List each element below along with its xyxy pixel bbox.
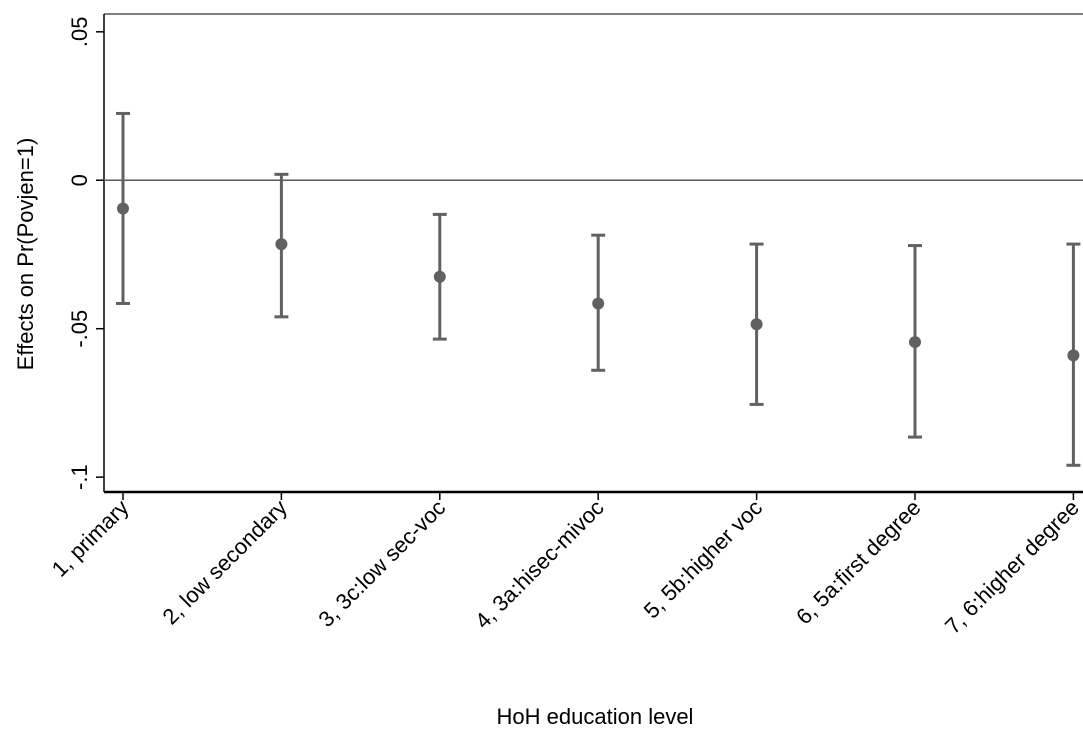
point-estimate-marker [592,297,605,310]
y-tick-label: -.05 [67,310,92,348]
plot-frame [103,13,1083,494]
y-tick-label: -.1 [67,464,92,490]
point-estimate-marker [750,318,763,331]
y-axis-title: Effects on Pr(Povjen=1) [13,138,38,371]
point-estimate-marker [275,238,288,251]
point-estimate-marker [1067,349,1080,362]
point-estimate-marker [433,270,446,283]
data-marks [116,111,1081,467]
y-tick-label: .05 [67,17,92,48]
y-tick-label: 0 [67,174,92,186]
x-axis-title: HoH education level [497,704,694,729]
point-estimate-marker [117,202,129,215]
y-axis: .05 0 -.05 -.1 [67,17,104,490]
point-estimate-marker [909,336,921,349]
